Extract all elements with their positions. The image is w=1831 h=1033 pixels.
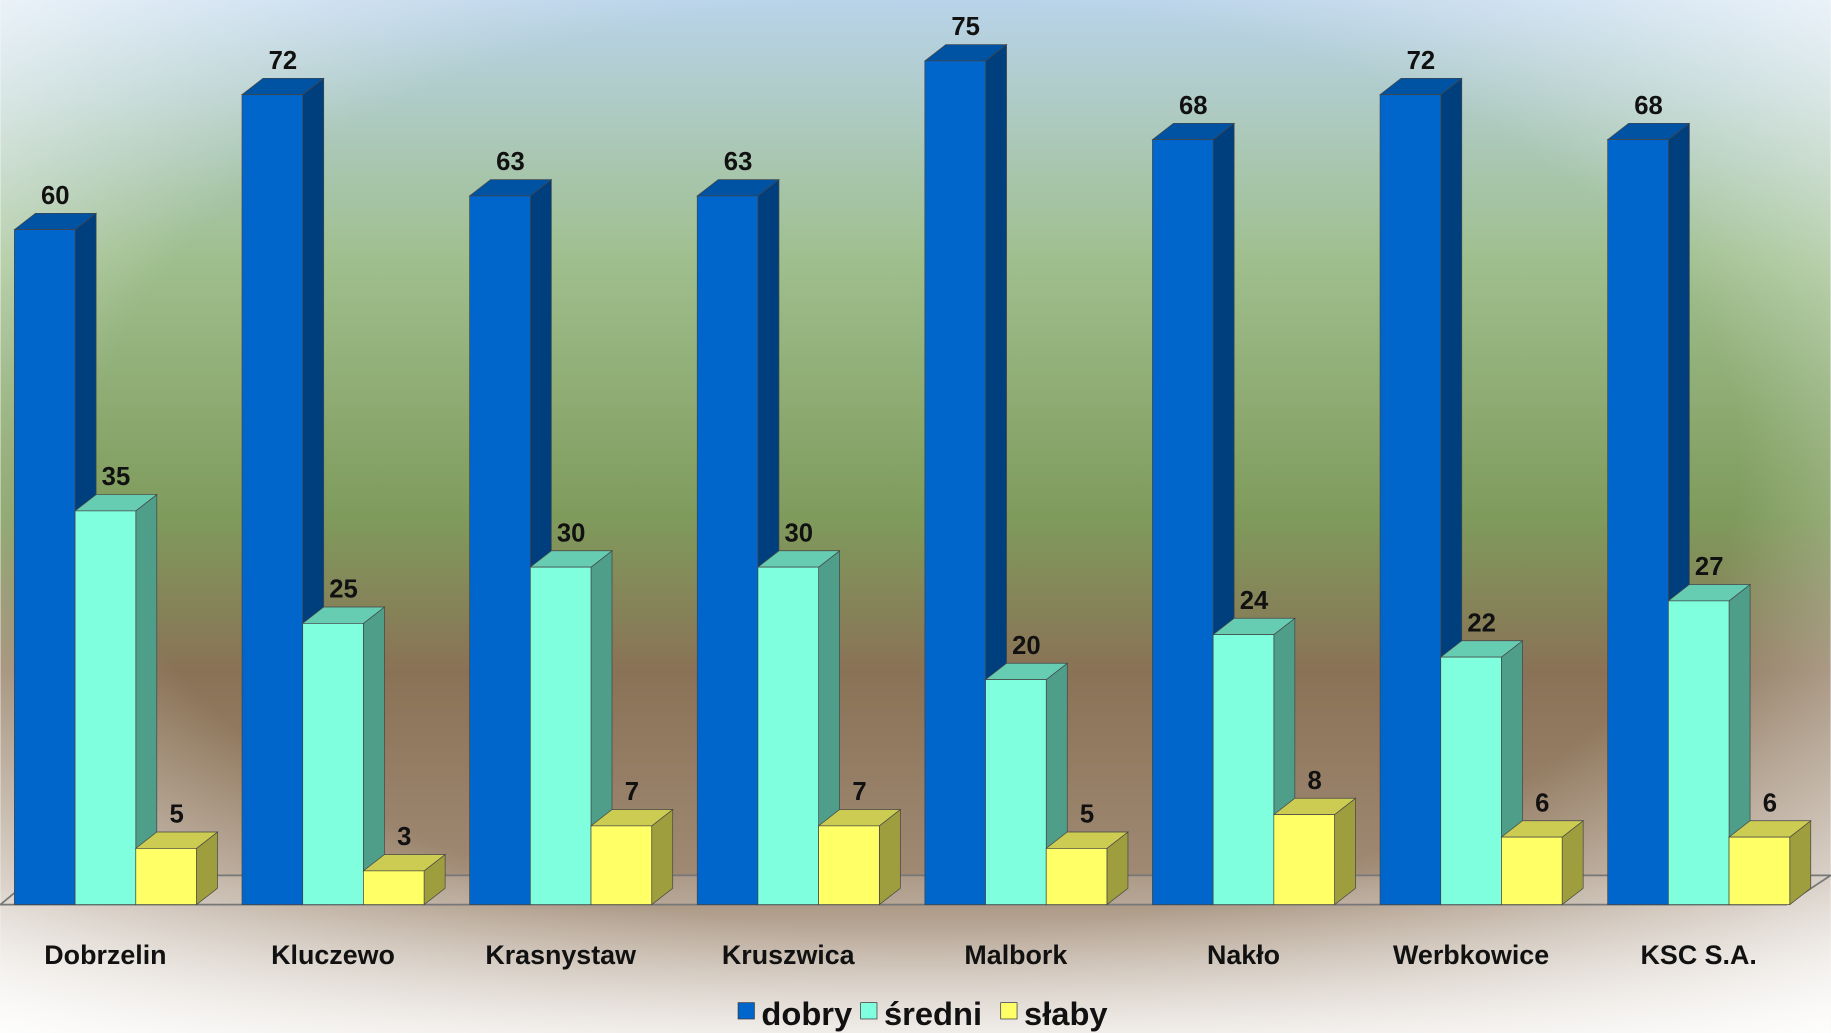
bar xyxy=(1500,820,1585,906)
legend-label: słaby xyxy=(1024,995,1108,1032)
bar-front xyxy=(241,94,304,905)
bar-front xyxy=(1273,814,1335,905)
data-label: 5 xyxy=(1080,801,1094,829)
bar-front xyxy=(529,566,592,905)
data-label: 27 xyxy=(1695,553,1724,581)
x-tick-label: Nakło xyxy=(1207,940,1280,970)
data-label: 75 xyxy=(951,13,980,41)
data-label: 30 xyxy=(557,519,586,547)
data-label: 22 xyxy=(1467,609,1496,637)
x-tick-label: Dobrzelin xyxy=(44,940,166,970)
data-label: 5 xyxy=(170,801,184,829)
bar xyxy=(984,662,1069,906)
data-label: 7 xyxy=(852,778,866,806)
bar-front xyxy=(1728,836,1791,905)
x-tick-label: Werbkowice xyxy=(1393,940,1549,970)
x-tick-label: Kruszwica xyxy=(722,940,856,970)
bar xyxy=(301,606,386,906)
bar-front xyxy=(1379,94,1442,905)
data-label: 63 xyxy=(496,148,525,176)
bar-front xyxy=(818,825,880,905)
data-label: 8 xyxy=(1308,767,1322,795)
legend-swatch xyxy=(737,1002,755,1020)
data-label: 20 xyxy=(1012,632,1041,660)
bar-front xyxy=(590,825,653,905)
x-tick-label: Krasnystaw xyxy=(485,940,636,970)
bar-front xyxy=(1501,836,1563,905)
legend-swatch xyxy=(860,1002,878,1020)
bar-front xyxy=(1440,656,1502,905)
bar xyxy=(134,831,219,906)
bar-front xyxy=(757,566,819,905)
data-label: 30 xyxy=(785,519,814,547)
bar-front xyxy=(14,229,76,905)
bar-front xyxy=(696,195,759,905)
bar xyxy=(1667,583,1752,906)
data-label: 7 xyxy=(625,778,639,806)
bar-front xyxy=(985,679,1047,905)
data-label: 6 xyxy=(1763,789,1777,817)
legend: dobry średni słaby xyxy=(737,995,1108,1032)
bar-front xyxy=(1607,139,1669,905)
bar xyxy=(468,178,553,906)
bar-front xyxy=(1212,634,1275,905)
bar xyxy=(817,808,902,906)
data-label: 35 xyxy=(102,463,131,491)
data-label: 68 xyxy=(1179,92,1208,120)
x-tick-label: Kluczewo xyxy=(271,940,395,970)
bar-front xyxy=(74,510,137,905)
bar xyxy=(1272,797,1357,906)
bar-front xyxy=(363,870,425,905)
data-label: 60 xyxy=(41,182,70,210)
bar xyxy=(362,853,447,906)
plot: 60355Dobrzelin72253Kluczewo63307Krasnyst… xyxy=(13,13,1812,970)
data-label: 6 xyxy=(1535,789,1549,817)
data-label: 68 xyxy=(1634,92,1663,120)
data-label: 72 xyxy=(1407,47,1436,75)
bar-front xyxy=(1152,139,1214,905)
bar-front xyxy=(302,623,364,905)
data-label: 72 xyxy=(269,47,298,75)
bar xyxy=(589,808,674,906)
bar xyxy=(74,493,158,906)
data-label: 24 xyxy=(1240,587,1269,615)
x-tick-label: KSC S.A. xyxy=(1641,940,1757,970)
data-label: 3 xyxy=(397,823,411,851)
legend-swatch xyxy=(1000,1002,1018,1020)
bar-side xyxy=(1334,797,1356,906)
bar-front xyxy=(1045,848,1108,905)
bar-front xyxy=(1668,600,1730,905)
bar xyxy=(1728,820,1812,906)
data-label: 25 xyxy=(329,576,358,604)
legend-label: średni xyxy=(884,995,982,1032)
bar xyxy=(1045,831,1129,906)
bar-front xyxy=(135,848,197,905)
data-label: 63 xyxy=(724,148,753,176)
bar-front xyxy=(924,60,986,905)
x-tick-label: Malbork xyxy=(964,940,1067,970)
bar-front xyxy=(469,195,531,905)
legend-label: dobry xyxy=(761,995,852,1032)
